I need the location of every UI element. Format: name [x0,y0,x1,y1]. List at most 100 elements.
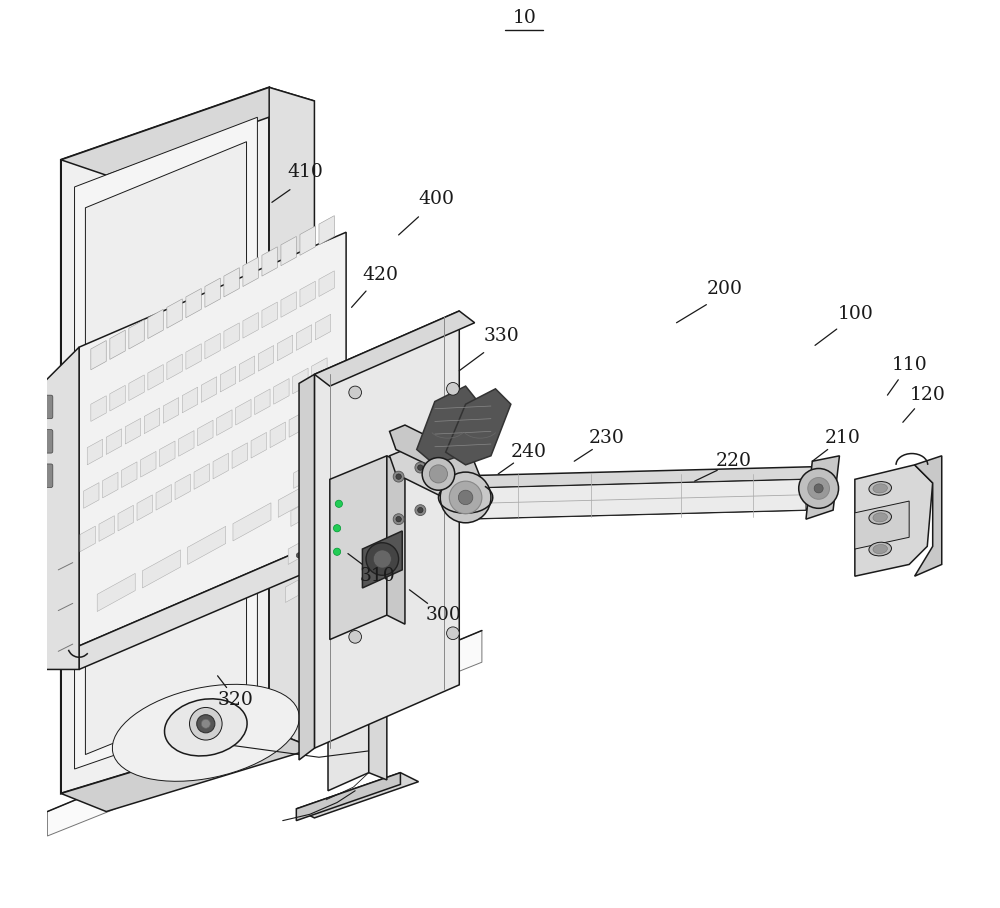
Polygon shape [205,278,220,307]
Polygon shape [79,531,346,669]
Polygon shape [224,268,239,297]
Circle shape [808,478,830,499]
Polygon shape [300,281,315,307]
Polygon shape [61,730,314,812]
Polygon shape [459,498,815,519]
Polygon shape [99,516,114,541]
Polygon shape [314,311,475,386]
Polygon shape [194,464,209,489]
Polygon shape [328,429,369,791]
Circle shape [393,514,404,525]
Polygon shape [97,573,135,611]
Circle shape [373,550,391,568]
Polygon shape [148,364,163,390]
Polygon shape [137,495,152,520]
Polygon shape [43,347,79,669]
Text: 220: 220 [716,452,752,470]
Polygon shape [289,411,304,438]
Polygon shape [217,410,232,436]
Polygon shape [299,374,314,760]
Polygon shape [47,630,482,836]
Text: 410: 410 [287,163,323,181]
Polygon shape [213,453,228,479]
Polygon shape [243,257,258,287]
Polygon shape [91,396,106,421]
Circle shape [418,508,423,513]
Polygon shape [258,346,274,371]
Circle shape [296,553,302,558]
Polygon shape [288,542,301,565]
Polygon shape [326,448,339,470]
Polygon shape [91,340,106,370]
Text: 320: 320 [218,691,254,709]
Polygon shape [302,571,314,594]
Polygon shape [243,312,258,338]
Text: 240: 240 [511,443,547,461]
Circle shape [318,542,323,548]
Polygon shape [61,87,314,175]
Polygon shape [277,335,293,360]
Circle shape [307,548,313,553]
Polygon shape [304,533,317,556]
Polygon shape [291,504,304,527]
Polygon shape [80,526,95,552]
Polygon shape [125,419,141,444]
Polygon shape [188,527,226,565]
Polygon shape [110,385,125,411]
Polygon shape [87,439,103,465]
Polygon shape [281,236,296,266]
Polygon shape [855,501,909,549]
Polygon shape [319,215,334,245]
Polygon shape [346,531,387,574]
Polygon shape [307,495,320,518]
Polygon shape [294,466,306,489]
Ellipse shape [165,699,247,756]
Polygon shape [330,456,387,639]
Ellipse shape [873,484,887,493]
FancyBboxPatch shape [38,464,53,488]
Text: 200: 200 [706,281,742,298]
Circle shape [333,548,341,556]
Circle shape [458,490,473,505]
Polygon shape [163,398,179,423]
Text: 110: 110 [891,356,927,374]
Polygon shape [84,483,99,508]
Polygon shape [390,425,480,483]
Circle shape [422,458,455,490]
Ellipse shape [869,481,891,495]
Circle shape [197,715,215,733]
Polygon shape [296,773,419,818]
Polygon shape [387,456,405,624]
Circle shape [349,630,362,643]
Polygon shape [369,429,387,780]
Polygon shape [239,356,255,381]
Text: 230: 230 [589,429,625,447]
Polygon shape [417,386,480,465]
Polygon shape [186,344,201,370]
Polygon shape [446,389,511,465]
Polygon shape [285,580,298,602]
Polygon shape [362,531,402,588]
Polygon shape [220,366,236,392]
Polygon shape [281,291,296,317]
Circle shape [449,481,482,514]
Polygon shape [160,441,175,467]
Polygon shape [310,457,323,479]
Polygon shape [236,400,251,425]
Polygon shape [156,485,171,510]
Polygon shape [142,550,180,588]
Circle shape [447,627,459,639]
Polygon shape [321,524,333,547]
Polygon shape [85,142,247,755]
Polygon shape [314,311,459,748]
Circle shape [349,386,362,399]
Circle shape [799,469,839,508]
Circle shape [335,500,342,508]
Circle shape [418,465,423,470]
Circle shape [393,471,404,482]
Text: 400: 400 [419,190,455,208]
Ellipse shape [869,510,891,524]
Polygon shape [103,472,118,498]
Polygon shape [186,289,201,318]
Ellipse shape [873,545,887,554]
